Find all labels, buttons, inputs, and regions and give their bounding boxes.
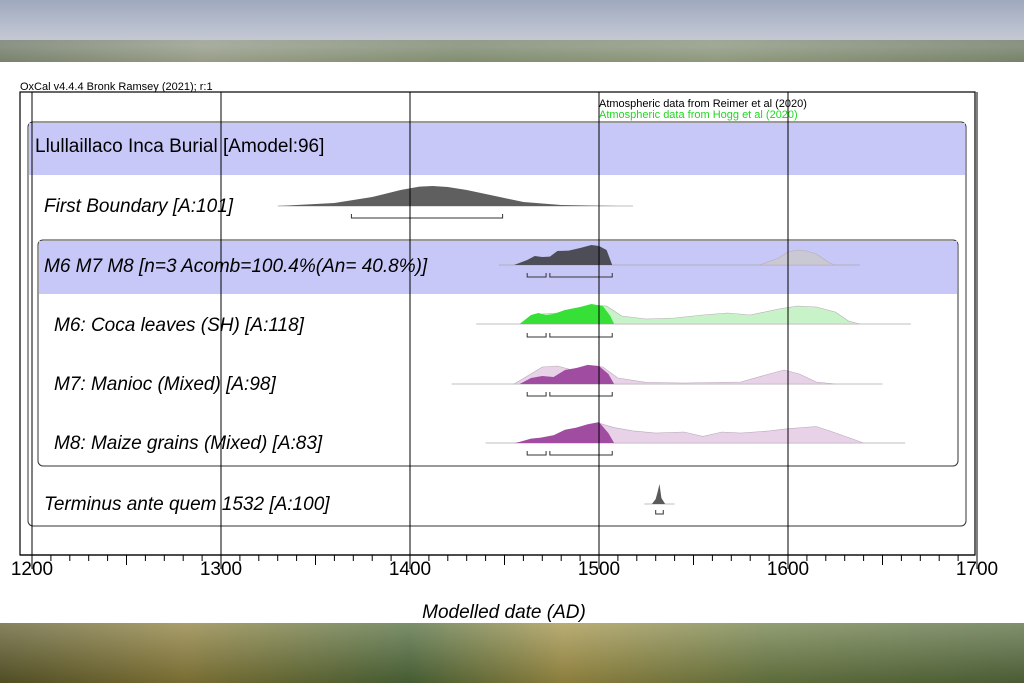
- tick-label-1600: 1600: [767, 559, 809, 580]
- combine-group-box: [37, 239, 959, 467]
- posterior-distribution-3: [519, 365, 615, 384]
- x-axis-ticks: 1200 1300 1400 1500 1600 1700: [11, 555, 998, 580]
- background-shade: [0, 623, 1024, 683]
- posterior-distribution-0: [277, 186, 618, 206]
- combine-header-band: [39, 241, 957, 294]
- range-bracket-4-1: [549, 451, 613, 456]
- gridlines-layer: [31, 92, 978, 555]
- range-bracket-3-0: [526, 392, 547, 397]
- tick-label-1400: 1400: [389, 559, 431, 580]
- background-photo-top: [0, 0, 1024, 62]
- tick-label-1200: 1200: [11, 559, 53, 580]
- range-bracket-0-0: [350, 214, 504, 219]
- range-bracket-4-0: [526, 451, 547, 456]
- tick-label-1700: 1700: [956, 559, 998, 580]
- range-bracket-1-1: [549, 273, 613, 278]
- background-hills: [0, 40, 1024, 62]
- row-label-terminus: Terminus ante quem 1532 [A:100]: [44, 494, 330, 515]
- range-bracket-3-1: [549, 392, 613, 397]
- model-header-band: [29, 123, 965, 175]
- posterior-distribution-4: [515, 422, 615, 443]
- tick-label-1500: 1500: [578, 559, 620, 580]
- background-photo-bottom: [0, 623, 1024, 683]
- model-title: Llullaillaco Inca Burial [Amodel:96]: [35, 136, 324, 157]
- software-credit: OxCal v4.4.4 Bronk Ramsey (2021); r:1: [20, 81, 213, 93]
- range-bracket-1-0: [526, 273, 547, 278]
- row-label-first-boundary: First Boundary [A:101]: [44, 196, 234, 217]
- prior-distribution-1: [759, 249, 836, 266]
- distributions-layer: [277, 186, 911, 515]
- atmos-label-reimer: Atmospheric data from Reimer et al (2020…: [599, 98, 807, 110]
- row-label-m6: M6: Coca leaves (SH) [A:118]: [54, 315, 305, 336]
- row-label-m7: M7: Manioc (Mixed) [A:98]: [54, 374, 276, 395]
- x-axis-label: Modelled date (AD): [422, 602, 586, 623]
- atmos-label-hogg: Atmospheric data from Hogg et al (2020): [599, 109, 798, 121]
- row-label-m8: M8: Maize grains (Mixed) [A:83]: [54, 433, 323, 454]
- row-label-combine: M6 M7 M8 [n=3 Acomb=100.4%(An= 40.8%)]: [44, 256, 428, 277]
- posterior-distribution-1: [514, 245, 613, 265]
- tick-label-1300: 1300: [200, 559, 242, 580]
- posterior-distribution-5: [651, 484, 666, 504]
- range-bracket-2-0: [526, 333, 547, 338]
- range-bracket-2-1: [549, 333, 613, 338]
- posterior-distribution-2: [519, 304, 615, 324]
- model-group-box: [27, 121, 967, 527]
- range-bracket-5-0: [655, 510, 664, 515]
